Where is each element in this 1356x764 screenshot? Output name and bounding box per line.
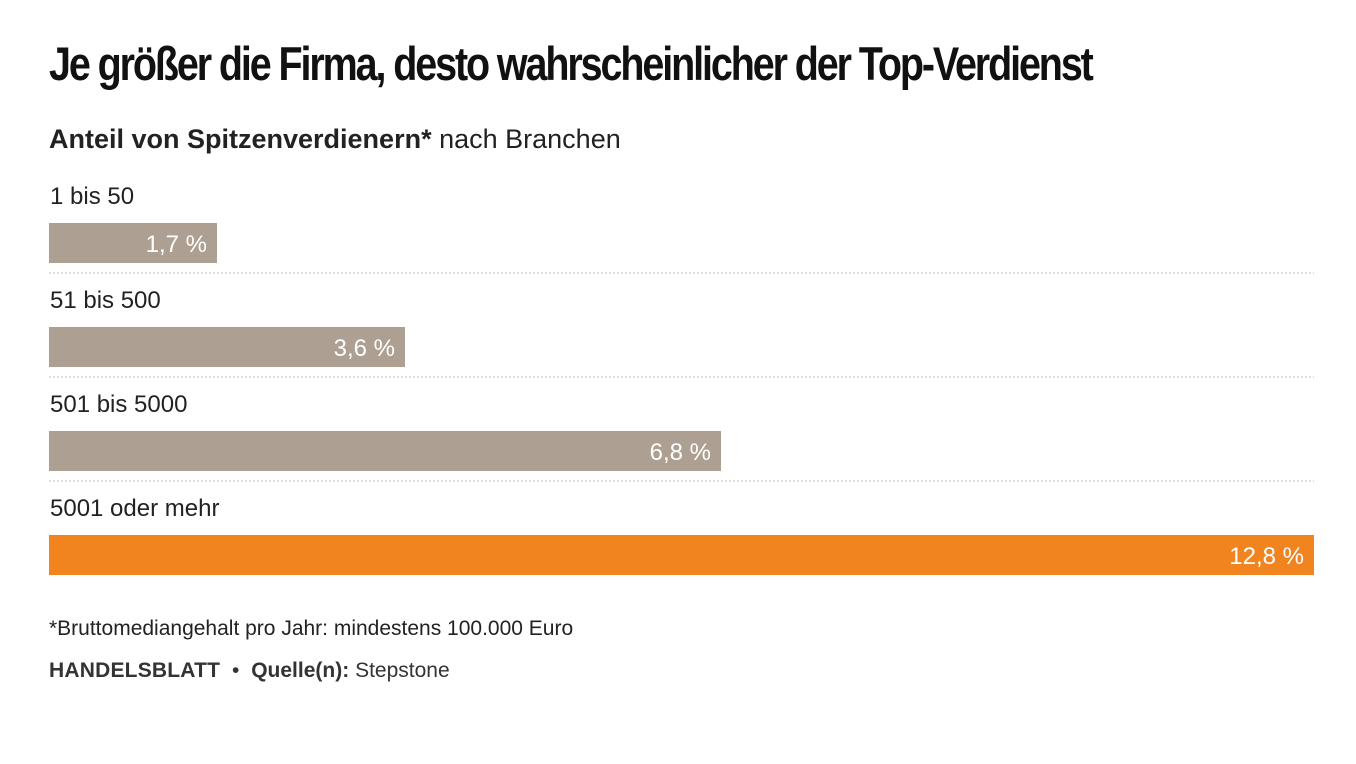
bar xyxy=(49,431,721,471)
subtitle-bold: Anteil von Spitzenverdienern* xyxy=(49,124,432,154)
bar-value-label: 12,8 % xyxy=(1229,543,1304,570)
footnote: *Bruttomediangehalt pro Jahr: mindestens… xyxy=(49,617,574,640)
chart-title: Je größer die Firma, desto wahrscheinlic… xyxy=(49,37,1094,90)
source-label: Quelle(n): xyxy=(251,659,350,682)
category-label: 501 bis 5000 xyxy=(50,391,187,418)
bar-value-label: 6,8 % xyxy=(650,439,711,466)
category-label: 5001 oder mehr xyxy=(50,495,219,522)
source-value: Stepstone xyxy=(355,659,450,682)
subtitle-rest: nach Branchen xyxy=(439,124,621,154)
category-label: 1 bis 50 xyxy=(50,183,134,210)
bar-chart: 1 bis 50 1,7 % 51 bis 500 3,6 % 501 bis 5000… xyxy=(49,178,1314,578)
source-separator: • xyxy=(232,659,240,682)
bar xyxy=(49,327,405,367)
bar-value-label: 3,6 % xyxy=(334,335,395,362)
bar-chart-svg: 1 bis 50 1,7 % 51 bis 500 3,6 % 501 bis 5000… xyxy=(49,183,1314,575)
bar xyxy=(49,223,217,263)
source-line: HANDELSBLATT • Quelle(n): Stepstone xyxy=(49,659,450,683)
chart-subtitle: Anteil von Spitzenverdienern* nach Branc… xyxy=(49,124,621,155)
publisher-name: HANDELSBLATT xyxy=(49,659,221,682)
category-label: 51 bis 500 xyxy=(50,287,161,314)
bar-value-label: 1,7 % xyxy=(146,231,207,258)
bar xyxy=(49,535,1314,575)
